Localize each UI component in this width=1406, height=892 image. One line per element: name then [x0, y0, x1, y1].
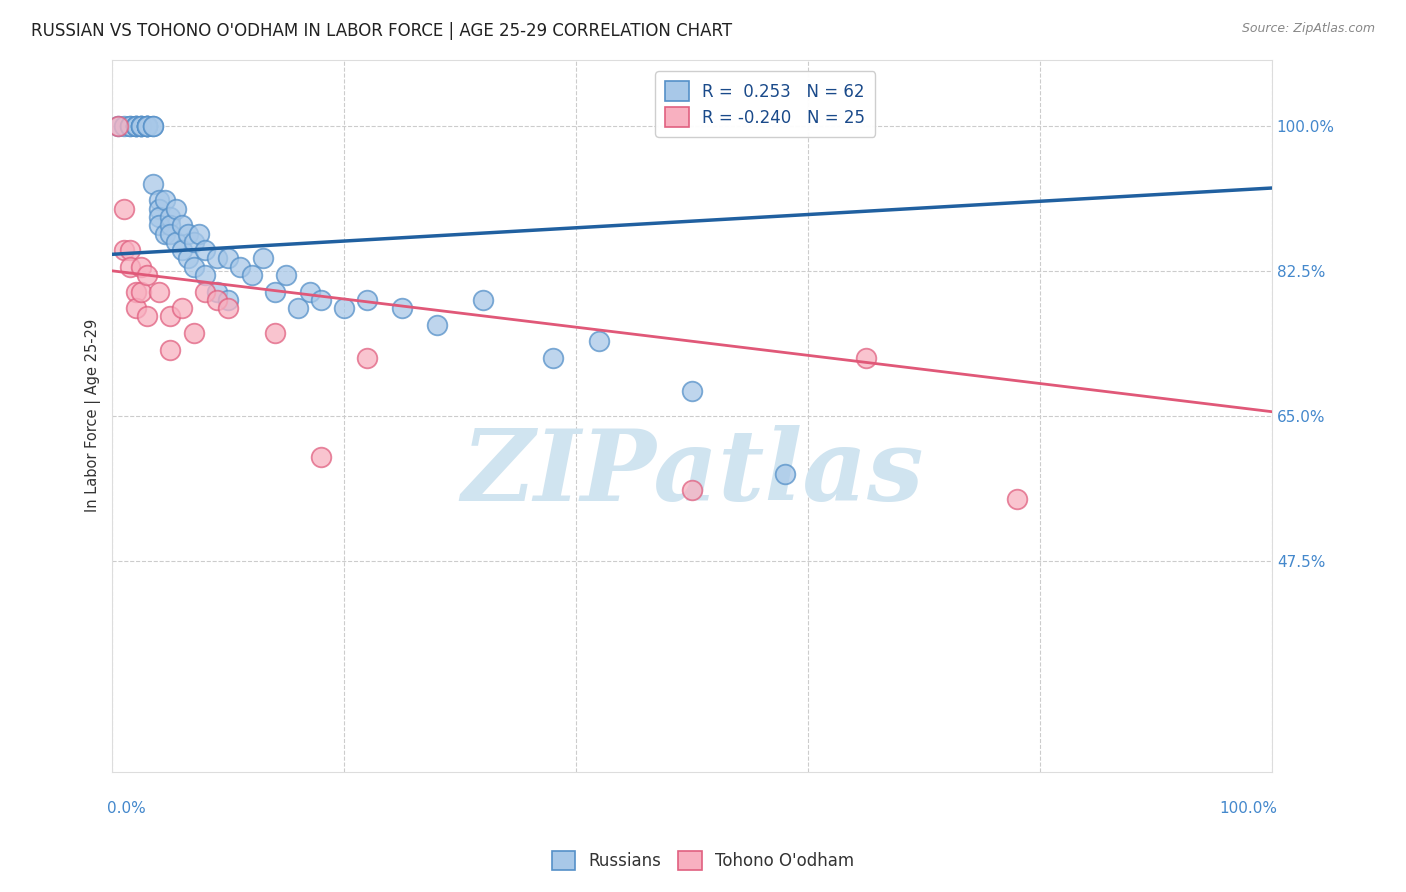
Point [426, 318, 449, 332]
Point [118, 243, 141, 257]
Point [170, 243, 193, 257]
Point [136, 119, 159, 133]
Point [148, 285, 170, 299]
Point [252, 252, 274, 266]
Point [107, 119, 129, 133]
Point [124, 119, 146, 133]
Point [855, 351, 877, 365]
Point [159, 227, 181, 241]
Point [177, 252, 200, 266]
Point [131, 285, 153, 299]
Point [183, 260, 205, 274]
Point [136, 119, 159, 133]
Point [124, 119, 146, 133]
Point [131, 260, 153, 274]
Point [356, 293, 378, 307]
Point [131, 119, 153, 133]
Point [118, 260, 141, 274]
Point [205, 285, 228, 299]
Point [472, 293, 495, 307]
Point [153, 227, 176, 241]
Point [131, 119, 153, 133]
Point [681, 384, 703, 398]
Point [124, 285, 146, 299]
Point [124, 119, 146, 133]
Point [183, 326, 205, 340]
Legend: Russians, Tohono O'odham: Russians, Tohono O'odham [546, 844, 860, 877]
Point [229, 260, 252, 274]
Point [170, 219, 193, 233]
Point [205, 252, 228, 266]
Point [136, 268, 159, 282]
Point [333, 301, 356, 315]
Point [124, 301, 146, 315]
Point [183, 235, 205, 249]
Point [136, 119, 159, 133]
Point [107, 119, 129, 133]
Point [1005, 491, 1028, 506]
Point [148, 202, 170, 216]
Point [159, 210, 181, 224]
Point [118, 119, 141, 133]
Point [148, 219, 170, 233]
Text: ZIPatlas: ZIPatlas [461, 425, 924, 521]
Point [124, 119, 146, 133]
Point [309, 293, 332, 307]
Text: 100.0%: 100.0% [1219, 801, 1278, 815]
Point [112, 119, 135, 133]
Point [588, 334, 610, 349]
Point [131, 119, 153, 133]
Point [118, 119, 141, 133]
Text: RUSSIAN VS TOHONO O'ODHAM IN LABOR FORCE | AGE 25-29 CORRELATION CHART: RUSSIAN VS TOHONO O'ODHAM IN LABOR FORCE… [31, 22, 733, 40]
Point [159, 219, 181, 233]
Point [681, 483, 703, 498]
Point [165, 235, 187, 249]
Point [142, 177, 165, 191]
Point [112, 202, 135, 216]
Point [194, 285, 217, 299]
Point [112, 243, 135, 257]
Point [194, 268, 217, 282]
Point [773, 467, 796, 481]
Point [356, 351, 378, 365]
Point [391, 301, 413, 315]
Point [298, 285, 321, 299]
Point [263, 326, 285, 340]
Text: 0.0%: 0.0% [107, 801, 145, 815]
Point [263, 285, 285, 299]
Point [136, 119, 159, 133]
Point [170, 301, 193, 315]
Point [148, 194, 170, 208]
Point [136, 310, 159, 324]
Point [217, 252, 239, 266]
Point [287, 301, 309, 315]
Point [142, 119, 165, 133]
Point [194, 243, 217, 257]
Point [188, 227, 211, 241]
Point [148, 210, 170, 224]
Point [165, 202, 187, 216]
Point [142, 119, 165, 133]
Y-axis label: In Labor Force | Age 25-29: In Labor Force | Age 25-29 [86, 319, 101, 513]
Legend: R =  0.253   N = 62, R = -0.240   N = 25: R = 0.253 N = 62, R = -0.240 N = 25 [655, 71, 875, 136]
Point [309, 450, 332, 465]
Text: Source: ZipAtlas.com: Source: ZipAtlas.com [1241, 22, 1375, 36]
Point [217, 293, 239, 307]
Point [177, 227, 200, 241]
Point [153, 194, 176, 208]
Point [131, 119, 153, 133]
Point [276, 268, 298, 282]
Point [217, 301, 239, 315]
Point [541, 351, 564, 365]
Point [159, 343, 181, 357]
Point [205, 293, 228, 307]
Point [136, 119, 159, 133]
Point [159, 310, 181, 324]
Point [240, 268, 263, 282]
Point [136, 119, 159, 133]
